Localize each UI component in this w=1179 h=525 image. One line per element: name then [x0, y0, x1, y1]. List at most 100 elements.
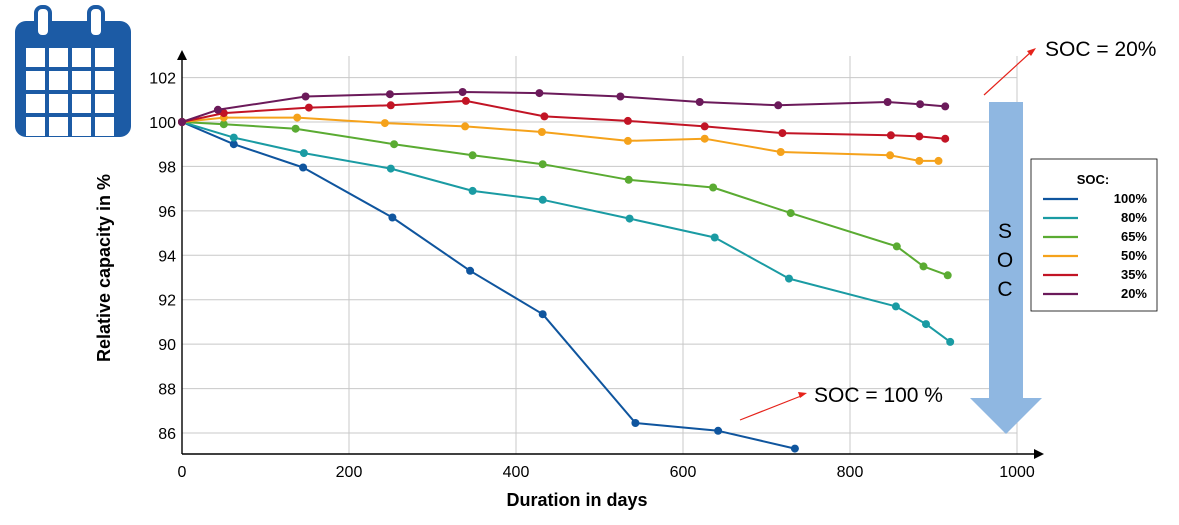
- data-point: [883, 98, 892, 106]
- annotation-bottom-text: SOC = 100 %: [814, 384, 943, 407]
- y-tick-label: 92: [158, 293, 176, 310]
- data-point: [385, 90, 394, 99]
- data-point: [538, 160, 547, 169]
- legend-label: 65%: [1121, 229, 1147, 244]
- data-point: [941, 102, 950, 111]
- annotation-bottom-pointer: [739, 395, 802, 421]
- y-axis-arrowhead: [177, 50, 187, 60]
- data-point: [293, 113, 302, 122]
- series-100pct: [178, 118, 799, 453]
- data-point: [380, 119, 389, 128]
- y-tick-label: 96: [158, 204, 176, 221]
- y-tick-labels: 86 88 90 92 94 96 98 100 102: [149, 71, 176, 443]
- legend-label: 35%: [1121, 267, 1147, 282]
- data-point: [219, 120, 228, 129]
- data-point: [299, 149, 308, 158]
- data-point: [538, 310, 547, 319]
- series-line: [181, 99, 946, 140]
- data-point: [466, 266, 475, 275]
- data-point: [538, 195, 547, 204]
- x-tick-label: 1000: [999, 464, 1035, 481]
- x-tick-labels: 0 200 400 600 800 1000: [178, 464, 1035, 481]
- data-point: [946, 337, 955, 346]
- calendar-cell: [95, 71, 114, 90]
- data-point: [916, 100, 925, 109]
- annotation-bottom-pointer-head: [798, 392, 807, 398]
- soc-arrow-letter: S: [998, 220, 1012, 243]
- data-point: [535, 89, 544, 98]
- data-point: [709, 183, 718, 192]
- series-line: [181, 91, 946, 123]
- annotation-top-text: SOC = 20%: [1045, 38, 1156, 61]
- x-tick-label: 400: [503, 464, 530, 481]
- y-tick-label: 86: [158, 426, 176, 443]
- data-point: [304, 103, 313, 112]
- calendar-cell: [49, 48, 68, 67]
- data-point: [700, 134, 709, 143]
- data-point: [625, 214, 634, 223]
- data-point: [631, 419, 640, 427]
- data-point: [229, 133, 238, 142]
- x-axis-title: Duration in days: [506, 490, 647, 510]
- data-point: [943, 271, 952, 280]
- data-point: [229, 140, 238, 149]
- data-point: [790, 444, 799, 453]
- y-tick-label: 100: [149, 115, 176, 132]
- legend-box: [1030, 158, 1158, 312]
- legend-label: 100%: [1114, 191, 1148, 206]
- data-point: [390, 140, 399, 149]
- legend-label: 80%: [1121, 210, 1147, 225]
- data-point: [915, 156, 924, 165]
- data-point: [886, 131, 895, 140]
- data-point: [386, 101, 395, 110]
- data-point: [299, 163, 308, 172]
- calendar-cell: [49, 71, 68, 90]
- calendar-ring: [34, 5, 52, 39]
- data-point: [213, 105, 222, 114]
- data-point: [624, 175, 633, 184]
- data-point: [301, 92, 310, 101]
- x-tick-label: 600: [670, 464, 697, 481]
- x-tick-label: 800: [837, 464, 864, 481]
- data-point: [915, 132, 924, 141]
- grid: [182, 56, 1018, 454]
- data-point: [468, 186, 477, 195]
- y-tick-label: 88: [158, 382, 176, 399]
- calendar-cell: [49, 117, 68, 136]
- soc-arrow-shape: [970, 102, 1042, 434]
- data-point: [785, 274, 793, 283]
- calendar-cell: [72, 117, 91, 136]
- data-point: [886, 151, 895, 160]
- legend-title: SOC:: [1077, 172, 1110, 187]
- annotation-bottom: SOC = 100 %: [739, 384, 943, 421]
- series-line: [181, 121, 951, 343]
- data-point: [540, 112, 549, 121]
- soc-arrow: SOC: [970, 102, 1042, 434]
- series-line: [181, 116, 939, 162]
- y-axis-title: Relative capacity in %: [94, 174, 114, 362]
- legend-label: 20%: [1121, 286, 1147, 301]
- calendar-cell: [95, 117, 114, 136]
- calendar-cell: [72, 71, 91, 90]
- series-20pct: [178, 88, 950, 126]
- y-tick-label: 94: [158, 248, 176, 265]
- data-point: [891, 302, 900, 311]
- data-point: [458, 88, 467, 96]
- series-35pct: [178, 96, 950, 143]
- calendar-cell: [26, 48, 45, 67]
- legend-label: 50%: [1121, 248, 1147, 263]
- calendar-ring: [87, 5, 105, 39]
- y-tick-label: 98: [158, 159, 176, 176]
- data-point: [892, 242, 901, 251]
- data-point: [468, 151, 477, 160]
- calendar-cell: [26, 71, 45, 90]
- data-point: [537, 128, 546, 136]
- series-line: [181, 121, 796, 450]
- data-point: [178, 118, 186, 126]
- data-point: [291, 124, 300, 133]
- series-line: [181, 121, 949, 277]
- data-point: [919, 262, 928, 271]
- series-layer: [178, 88, 955, 453]
- data-point: [388, 213, 397, 222]
